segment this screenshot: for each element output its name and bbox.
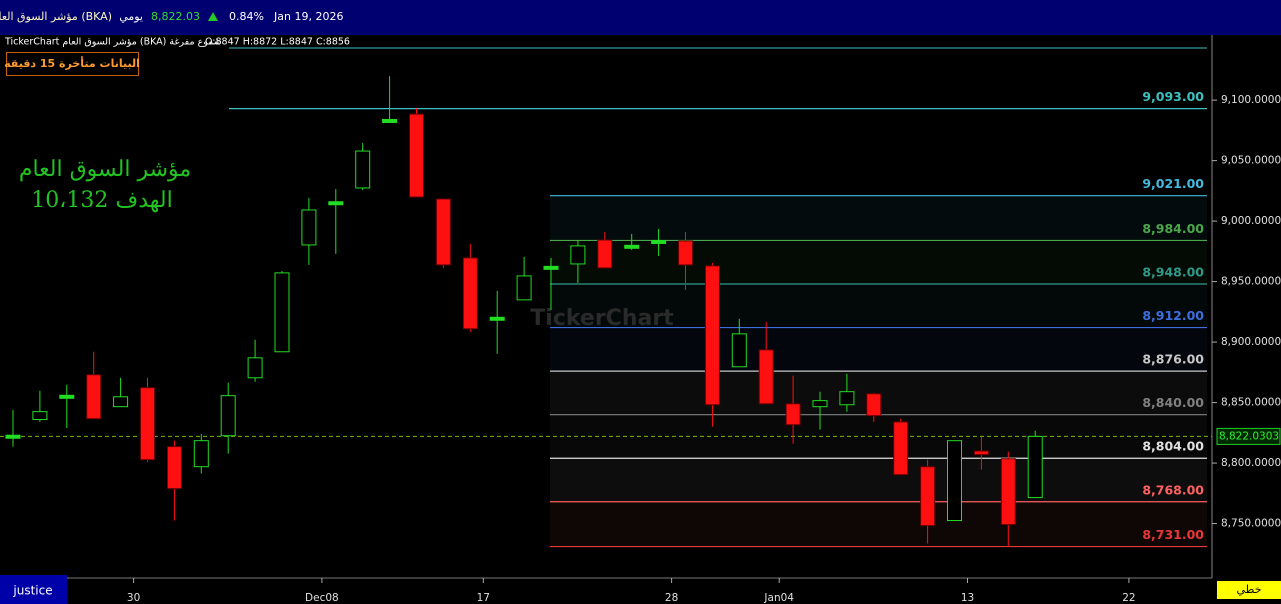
candle-body — [86, 374, 102, 420]
candle-body — [516, 275, 532, 301]
candle-body — [1000, 458, 1016, 526]
change: 0.84% — [229, 10, 264, 23]
candle-body — [462, 257, 478, 330]
level-label: 8,840.00 — [1142, 395, 1204, 410]
candle-body — [731, 333, 747, 368]
candle-body — [839, 391, 855, 406]
x-tick-label: 30 — [127, 592, 140, 604]
level-band — [550, 327, 1207, 372]
candle-body — [1027, 435, 1043, 499]
candle-body — [597, 239, 613, 269]
style[interactable]: خطي — [1237, 583, 1262, 596]
candle-body — [678, 240, 693, 266]
level-band — [550, 458, 1207, 502]
y-tick-label: 8,800.0000 — [1221, 457, 1281, 469]
y-tick-label: 8,850.0000 — [1221, 397, 1281, 409]
level-band — [550, 195, 1207, 241]
candle-body — [543, 265, 559, 270]
candle-body — [409, 113, 424, 198]
y-tick-label: 8,900.0000 — [1221, 336, 1281, 348]
x-tick-label: Dec08 — [305, 592, 339, 604]
candle-body — [489, 316, 505, 321]
candle-body — [193, 440, 209, 468]
user: justice — [12, 584, 52, 598]
annotation: مؤشر السوق العام — [19, 157, 191, 182]
watermark: TickerChart — [530, 306, 674, 331]
candle-body — [947, 440, 962, 522]
info-source: TickerChart مؤشر السوق العام (BKA) شموع … — [4, 37, 222, 48]
candle-body — [570, 245, 586, 265]
x-tick-label: 22 — [1122, 592, 1135, 604]
candle-body — [32, 411, 48, 421]
candle-body — [973, 450, 989, 456]
level-label: 8,876.00 — [1142, 352, 1204, 367]
x-tick-label: Jan04 — [763, 592, 794, 604]
last-price-box — [1216, 427, 1281, 445]
candle-body — [435, 198, 451, 266]
up-arrow — [208, 12, 218, 21]
delay-badge — [6, 52, 139, 76]
x-tick-label: 28 — [665, 592, 678, 604]
candle-body — [893, 421, 909, 476]
candle-body — [140, 387, 155, 461]
level-label: 8,912.00 — [1142, 308, 1204, 323]
instrument-name: مؤشر السوق العام (BKA) — [0, 10, 112, 23]
info-ohlc: O:8847 H:8872 L:8847 C:8856 — [205, 37, 350, 48]
candle-body — [866, 393, 882, 417]
level-label: 8,768.00 — [1142, 482, 1204, 497]
candle-body — [704, 265, 720, 406]
candle-body — [247, 357, 263, 379]
y-tick-label: 8,750.0000 — [1221, 518, 1281, 530]
period: يومي — [119, 10, 143, 23]
level-label: 8,948.00 — [1142, 265, 1204, 280]
candle-body — [758, 349, 774, 405]
candle-body — [113, 396, 129, 408]
candle-body — [5, 434, 21, 439]
candle-body — [166, 446, 182, 490]
candle-body — [651, 239, 667, 244]
user-box — [0, 575, 67, 604]
candle-body — [382, 118, 398, 123]
candle-body — [920, 466, 936, 527]
candle-body — [812, 400, 828, 408]
level-label: 9,021.00 — [1142, 176, 1204, 191]
candle-body — [59, 394, 75, 399]
x-tick-label: 17 — [477, 592, 490, 604]
level-label: 9,093.00 — [1142, 89, 1204, 104]
candle-body — [274, 272, 290, 353]
candle-body — [301, 209, 317, 246]
price: 8,822.03 — [151, 10, 200, 23]
candle-body — [785, 403, 801, 426]
level-label: 8,984.00 — [1142, 221, 1204, 236]
y-tick-label: 8,950.0000 — [1221, 276, 1281, 288]
candle-body — [355, 150, 371, 189]
x-tick-label: 13 — [961, 592, 974, 604]
level-band — [550, 501, 1207, 547]
candle-body — [624, 244, 640, 249]
y-tick-label: 9,050.0000 — [1221, 155, 1281, 167]
level-band — [550, 240, 1207, 285]
level-label: 8,731.00 — [1142, 527, 1204, 542]
annotation: الهدف 10،132 — [31, 188, 172, 213]
level-label: 8,804.00 — [1142, 439, 1204, 454]
level-band — [550, 284, 1207, 328]
candle-body — [220, 395, 236, 437]
candle-body — [328, 201, 344, 206]
y-tick-label: 9,000.0000 — [1221, 215, 1281, 227]
delay-text: البيانات متأخرة 15 دقيقة — [4, 56, 140, 70]
last-price-label: 8,822.0303 — [1219, 430, 1279, 442]
date: Jan 19, 2026 — [273, 10, 343, 23]
y-tick-label: 9,100.0000 — [1221, 94, 1281, 106]
style-box[interactable] — [1217, 581, 1281, 599]
